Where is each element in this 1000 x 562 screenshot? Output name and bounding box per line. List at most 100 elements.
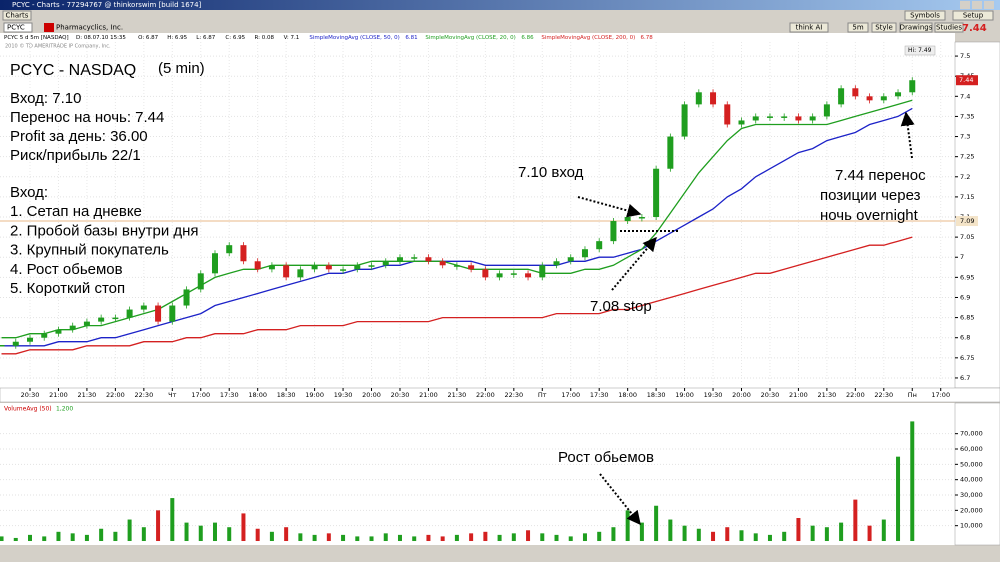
- candle: [98, 317, 105, 322]
- x-tick-label: 18:30: [277, 391, 296, 399]
- candle: [425, 257, 432, 262]
- y-tick-label: 7.35: [960, 112, 974, 120]
- note: Profit за день: 36.00: [10, 128, 148, 145]
- high-badge: [904, 45, 936, 56]
- candle: [169, 305, 176, 322]
- volume-bar: [824, 527, 829, 542]
- volume-average: 1,200: [56, 406, 73, 413]
- candle: [638, 217, 645, 219]
- volume-bar: [454, 534, 459, 542]
- candle: [838, 88, 845, 105]
- volume-bar: [611, 527, 616, 542]
- study-name: SimpleMovingAvg (CLOSE, 20, 0): [425, 35, 515, 41]
- y-tick-label: 7.05: [960, 233, 974, 241]
- close-button[interactable]: [984, 1, 994, 9]
- volume-bar: [312, 534, 317, 542]
- toolbar-button[interactable]: [934, 22, 964, 33]
- volume-bar: [839, 522, 844, 542]
- candle: [382, 261, 389, 266]
- y-tick-label: 6.7: [960, 374, 970, 382]
- header-item: L: 6.87: [196, 35, 215, 41]
- volume-bar: [469, 533, 474, 542]
- x-tick-label: 19:00: [305, 391, 324, 399]
- volume-bar: [739, 530, 744, 542]
- candle: [496, 273, 503, 278]
- y-tick-label: 10,000: [960, 522, 983, 530]
- x-tick-label: 21:00: [789, 391, 808, 399]
- x-tick-label: 18:00: [248, 391, 267, 399]
- volume-bar: [397, 534, 402, 542]
- arrow: [611, 236, 657, 291]
- button[interactable]: [952, 10, 994, 21]
- volume-bar: [28, 534, 32, 542]
- toolbar-button[interactable]: [871, 22, 897, 33]
- toolbar-button[interactable]: [899, 22, 933, 33]
- volume-bar: [184, 522, 189, 542]
- candle: [240, 245, 247, 262]
- minimize-button[interactable]: [960, 1, 970, 9]
- x-tick-label: 17:30: [220, 391, 239, 399]
- volume-bar: [156, 510, 161, 542]
- candle: [41, 333, 48, 338]
- toolbar-label: Style: [875, 24, 893, 32]
- symbol-input[interactable]: [3, 22, 33, 33]
- candle: [27, 337, 33, 342]
- x-tick-label: 22:30: [504, 391, 523, 399]
- reason: 1. Сетап на дневке: [10, 203, 142, 220]
- candle: [809, 116, 816, 121]
- x-tick-label: Чт: [168, 391, 176, 399]
- candle: [909, 80, 916, 93]
- volume-bar: [412, 536, 417, 542]
- y-tick-label: 6.95: [960, 273, 974, 281]
- volume-bar: [696, 528, 701, 542]
- arrows: [577, 111, 915, 526]
- button[interactable]: [904, 10, 946, 21]
- y-tick-label: 30,000: [960, 491, 983, 499]
- candle: [752, 116, 759, 121]
- x-tick-label: 20:30: [391, 391, 410, 399]
- toolbar-button[interactable]: [789, 22, 829, 33]
- note: Вход: 7.10: [10, 90, 81, 107]
- header-item: R: 0.08: [255, 35, 275, 41]
- x-tick-label: 22:00: [106, 391, 125, 399]
- candle: [596, 241, 603, 250]
- volume-title: VolumeAvg (50): [4, 406, 52, 413]
- candle: [482, 269, 489, 278]
- note: Перенос на ночь: 7.44: [10, 109, 164, 126]
- annotation: 7.10 вход: [518, 164, 584, 181]
- volume-bar: [298, 533, 303, 542]
- last-price-label: 7.44: [959, 76, 973, 84]
- y-tick-label: 7.15: [960, 193, 974, 201]
- volume-bar: [682, 525, 687, 542]
- reason: 5. Короткий стоп: [10, 280, 125, 297]
- study-header: [0, 33, 955, 42]
- volume-bar: [99, 528, 104, 542]
- x-tick-label: 22:30: [874, 391, 893, 399]
- x-tick-label: 17:00: [931, 391, 950, 399]
- candle: [667, 136, 674, 169]
- maximize-button[interactable]: [972, 1, 982, 9]
- candle: [866, 96, 873, 101]
- arrow: [599, 473, 641, 526]
- candle: [610, 221, 617, 242]
- x-tick-label: 18:30: [647, 391, 666, 399]
- y-tick-label: 40,000: [960, 476, 983, 484]
- toolbar-button[interactable]: [847, 22, 869, 33]
- company: Pharmacyclics, Inc.: [56, 24, 123, 32]
- reasons-title: Вход:: [10, 184, 48, 201]
- volume-bar: [369, 536, 374, 542]
- x-tick-label: 21:30: [818, 391, 837, 399]
- x-tick-label: 22:00: [476, 391, 495, 399]
- y-tick-label: 7.3: [960, 133, 970, 141]
- candle: [183, 289, 190, 306]
- volume-bar: [84, 534, 89, 542]
- volume-bar: [867, 525, 872, 542]
- toolbar-label: Drawings: [900, 24, 933, 32]
- toolbar-label: think AI: [796, 24, 823, 32]
- symbol-link[interactable]: [44, 23, 54, 32]
- charts-tab[interactable]: [2, 10, 32, 21]
- candle: [311, 265, 318, 270]
- button-label: Symbols: [910, 12, 940, 20]
- volume-pane: [0, 403, 955, 545]
- volume-bar: [355, 536, 360, 542]
